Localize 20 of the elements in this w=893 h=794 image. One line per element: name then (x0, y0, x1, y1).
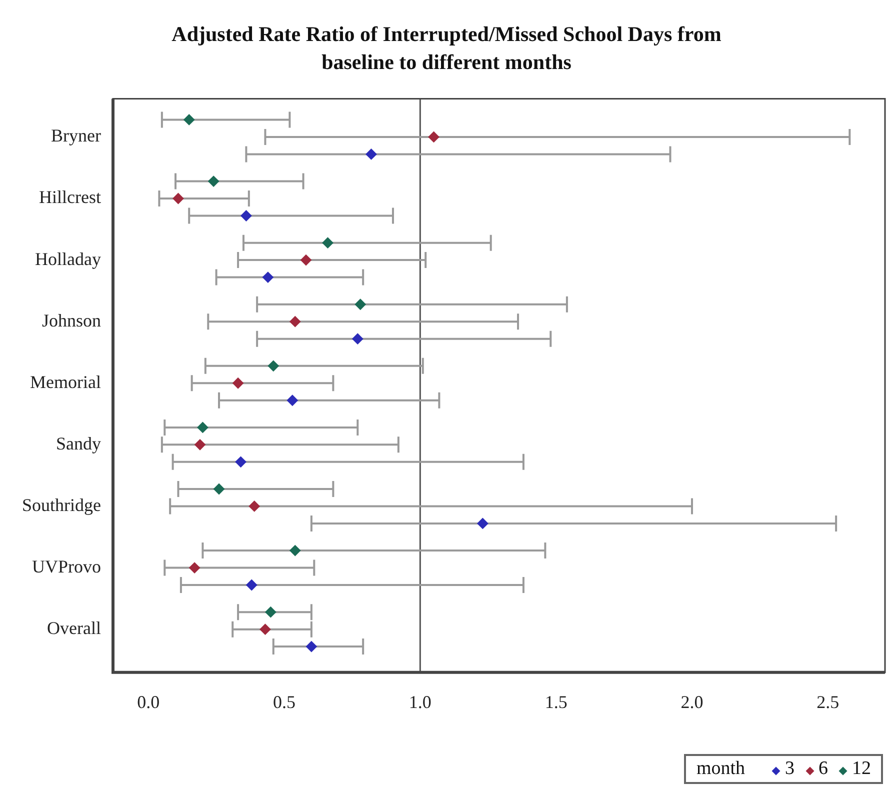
y-tick-label: Overall (47, 618, 101, 638)
x-tick-label: 1.0 (408, 692, 432, 712)
legend-title: month (696, 758, 745, 780)
y-tick-label: Memorial (30, 372, 101, 392)
y-tick-label: Hillcrest (39, 187, 101, 208)
y-tick-label: Sandy (56, 433, 101, 454)
legend-label: 3 (785, 758, 794, 779)
y-tick-label: Johnson (42, 310, 101, 330)
y-tick-label: Holladay (35, 248, 101, 269)
x-tick-label: 2.0 (680, 692, 704, 712)
chart-title: Adjusted Rate Ratio of Interrupted/Missed School Days from baseline to different months (170, 21, 722, 76)
legend-label: 6 (818, 758, 828, 779)
x-tick-label: 2.5 (816, 692, 840, 712)
y-tick-label: UVProvo (32, 556, 101, 577)
x-tick-label: 0.0 (137, 692, 160, 712)
legend-label: 12 (852, 758, 871, 779)
y-tick-label: Southridge (22, 494, 102, 515)
y-tick-label: Bryner (51, 126, 101, 146)
x-tick-label: 1.5 (544, 692, 568, 712)
x-tick-label: 0.5 (273, 692, 296, 712)
